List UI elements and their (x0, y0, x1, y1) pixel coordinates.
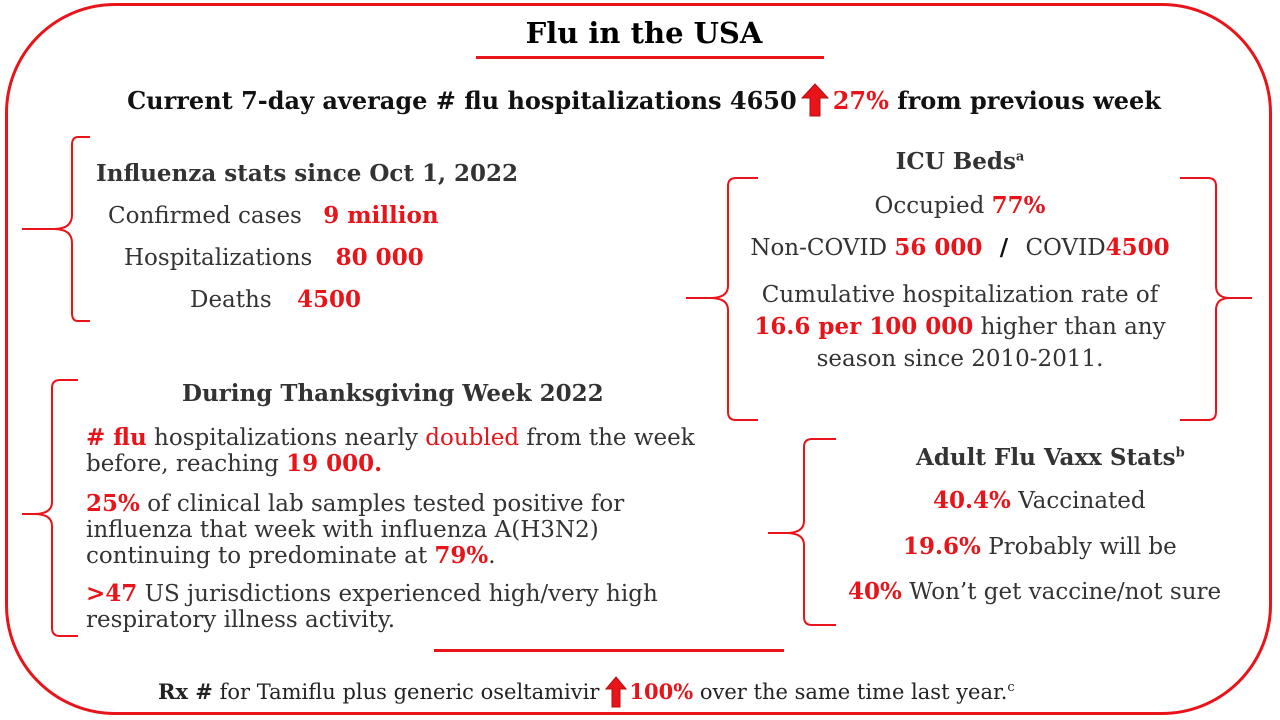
icu-cumulative-value: 16.6 per 100 000 (754, 313, 974, 340)
icu-cumulative-line2-rest: higher than any (980, 314, 1166, 340)
footer-prefix: for Tamiflu plus generic oseltamivir (219, 680, 600, 704)
highlight: 25% (86, 490, 140, 517)
highlight: 79% (434, 542, 489, 569)
icu-occupied-value: 77% (991, 192, 1046, 219)
icu-heading: ICU Bedsa (740, 148, 1180, 175)
text: of clinical lab samples tested positive … (86, 491, 625, 569)
icu-noncovid-value: 56 000 (894, 234, 983, 261)
footnote-marker: a (1015, 149, 1025, 165)
footer-divider (434, 649, 784, 652)
stat-row-cases: Confirmed cases 9 million (108, 202, 439, 229)
vaxx-row-probably: 19.6% Probably will be (903, 533, 1177, 560)
icu-breakdown: Non-COVID 56 000 / COVID4500 (740, 234, 1180, 261)
icu-noncovid-label: Non-COVID (750, 235, 888, 261)
vaxx-row-not-sure: 40% Won’t get vaccine/not sure (848, 578, 1221, 605)
icu-cumulative-line3: season since 2010-2011. (816, 346, 1104, 372)
stat-value: 4500 (296, 286, 361, 313)
thanksgiving-brace (22, 379, 78, 637)
icu-covid-label: COVID (1025, 235, 1106, 261)
highlight: >47 (86, 580, 138, 607)
footer-note: Rx # for Tamiflu plus generic oseltamivi… (158, 676, 1015, 708)
text: hospitalizations nearly (154, 425, 418, 451)
footer-prefix-bold: Rx # (158, 679, 213, 704)
vaxx-value: 19.6% (903, 533, 981, 560)
vaxx-value: 40.4% (933, 487, 1011, 514)
footnote-marker: b (1175, 445, 1185, 461)
thanksgiving-paragraph-1: # flu hospitalizations nearly doubled fr… (86, 424, 726, 478)
headline-suffix: from previous week (897, 86, 1161, 115)
title-underline (476, 56, 824, 59)
text: from the week before, reaching (86, 425, 695, 477)
icu-occupied: Occupied 77% (740, 192, 1180, 219)
highlight: 19 000. (286, 450, 383, 477)
headline-change: 27% (832, 86, 889, 115)
vaxx-label: Probably will be (988, 534, 1177, 560)
headline: Current 7-day average # flu hospitalizat… (0, 83, 1280, 117)
icu-occupied-label: Occupied (874, 193, 985, 219)
icu-covid-value: 4500 (1105, 234, 1170, 261)
rounded-frame (5, 3, 1272, 715)
up-arrow-icon (800, 83, 829, 117)
vaxx-label: Won’t get vaccine/not sure (909, 579, 1222, 605)
icu-cumulative: Cumulative hospitalization rate of 16.6 … (740, 279, 1180, 375)
vaxx-row-vaccinated: 40.4% Vaccinated (933, 487, 1146, 514)
vaxx-heading: Adult Flu Vaxx Statsb (916, 444, 1185, 471)
highlight: # flu (86, 424, 147, 451)
stat-row-deaths: Deaths 4500 (190, 286, 361, 313)
vaxx-value: 40% (848, 578, 902, 605)
icu-separator: / (999, 234, 1009, 261)
footnote-marker: c (1007, 680, 1015, 695)
text: . (488, 543, 496, 569)
vaxx-brace (768, 438, 836, 626)
icu-left-brace (686, 177, 758, 421)
vaxx-label: Vaccinated (1018, 488, 1146, 514)
icu-heading-text: ICU Beds (895, 148, 1016, 175)
thanksgiving-paragraph-3: >47 US jurisdictions experienced high/ve… (86, 580, 696, 634)
stat-value: 9 million (323, 202, 439, 229)
thanksgiving-heading: During Thanksgiving Week 2022 (182, 380, 604, 407)
stat-label: Hospitalizations (124, 245, 313, 271)
icu-right-brace (1180, 177, 1252, 421)
stat-label: Deaths (190, 287, 272, 313)
page-title: Flu in the USA (525, 16, 763, 50)
icu-cumulative-line2: 16.6 per 100 000 higher than any (740, 311, 1180, 343)
footer-change: 100% (629, 679, 694, 704)
icu-cumulative-line1: Cumulative hospitalization rate of (761, 282, 1159, 308)
stat-value: 80 000 (335, 244, 424, 271)
vaxx-heading-text: Adult Flu Vaxx Stats (916, 444, 1176, 471)
stats-brace (22, 136, 90, 322)
influenza-stats-heading: Influenza stats since Oct 1, 2022 (96, 160, 519, 187)
headline-prefix: Current 7-day average # flu hospitalizat… (127, 86, 797, 115)
highlight: doubled (425, 425, 520, 451)
stat-label: Confirmed cases (108, 203, 302, 229)
up-arrow-icon (605, 676, 628, 708)
footer-suffix: over the same time last year. (699, 680, 1008, 704)
stat-row-hospitalizations: Hospitalizations 80 000 (124, 244, 424, 271)
text: US jurisdictions experienced high/very h… (86, 581, 658, 633)
thanksgiving-paragraph-2: 25% of clinical lab samples tested posit… (86, 490, 686, 570)
